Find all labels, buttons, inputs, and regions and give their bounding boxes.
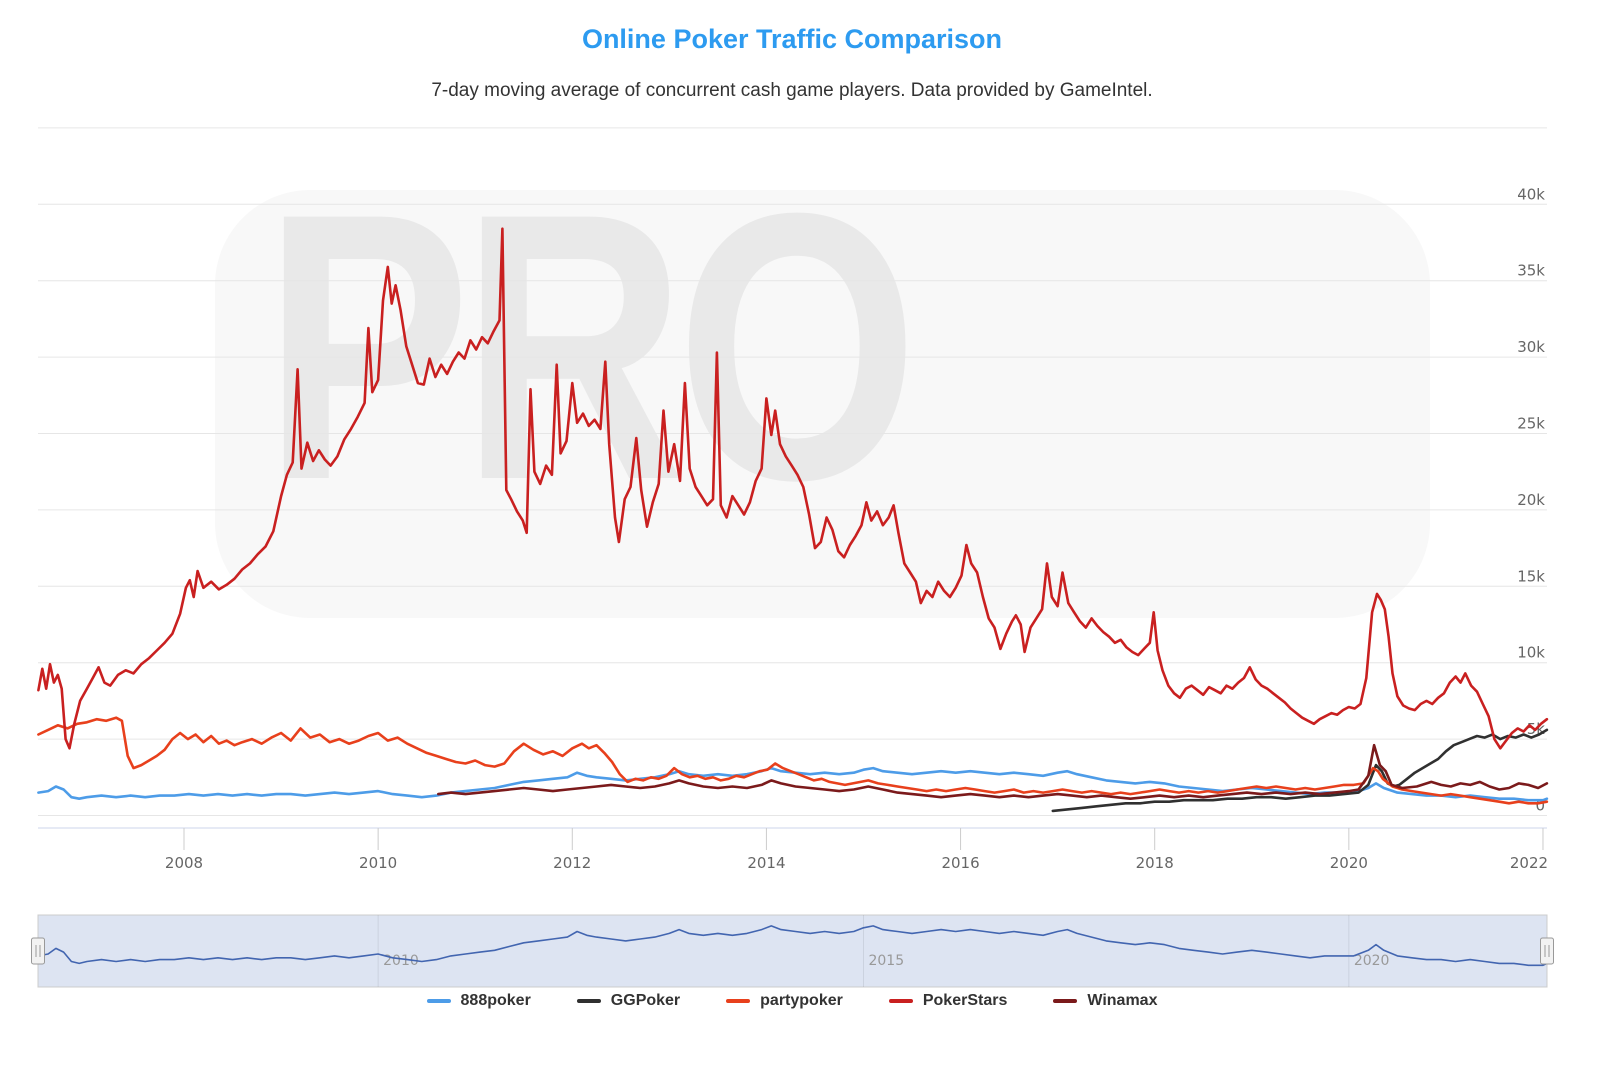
navigator-axis-label: 2015: [868, 953, 904, 969]
legend-line-marker-icon: [1053, 999, 1078, 1003]
x-axis-label: 2012: [553, 854, 591, 872]
legend-label: GGPoker: [610, 992, 681, 1009]
navigator-series-line: [38, 925, 1548, 967]
series-line-partypoker: [37, 716, 1549, 805]
x-axis-label: 2018: [1136, 854, 1174, 872]
y-axis-label: 40k: [1517, 185, 1545, 203]
chart-title: Online Poker Traffic Comparison: [581, 24, 1003, 54]
y-axis-label: 10k: [1517, 644, 1545, 662]
navigator-axis-label: 2020: [1354, 953, 1390, 969]
legend-label: PokerStars: [922, 992, 1008, 1009]
legend-item-ggpoker[interactable]: GGPoker: [576, 992, 681, 1010]
series-line-winamax: [436, 743, 1549, 801]
y-axis-label: 0: [1535, 797, 1545, 815]
legend-item-partypoker[interactable]: partypoker: [726, 992, 843, 1010]
legend-label: Winamax: [1087, 992, 1158, 1009]
chart-subtitle: 7-day moving average of concurrent cash …: [431, 80, 1153, 101]
pro-watermark-text: PRO: [263, 134, 919, 559]
navigator-mask[interactable]: [37, 914, 1548, 988]
legend-label: 888poker: [460, 992, 531, 1009]
legend-item-pokerstars[interactable]: PokerStars: [888, 992, 1008, 1010]
x-axis-label: 2014: [747, 854, 785, 872]
y-axis-label: 30k: [1517, 338, 1545, 356]
y-axis-label: 25k: [1517, 415, 1545, 433]
y-axis-label: 20k: [1517, 491, 1545, 509]
x-axis-label: 2020: [1330, 854, 1368, 872]
x-axis-label: 2022: [1510, 854, 1548, 872]
legend-item-888poker[interactable]: 888poker: [426, 992, 531, 1010]
navigator-handle-right[interactable]: [1540, 937, 1554, 965]
y-axis-label: 35k: [1517, 262, 1545, 280]
legend-line-marker-icon: [576, 999, 601, 1003]
legend-item-winamax[interactable]: Winamax: [1053, 992, 1157, 1010]
legend-line-marker-icon: [726, 999, 751, 1003]
chart-legend: 888poker GGPoker partypoker PokerStars Winam…: [0, 992, 1584, 1010]
pro-watermark: PRO: [215, 134, 1430, 618]
x-axis-label: 2016: [941, 854, 979, 872]
legend-line-marker-icon: [888, 999, 913, 1003]
series-line-ggpoker: [1051, 728, 1549, 813]
x-axis-label: 2008: [165, 854, 203, 872]
legend-label: partypoker: [760, 992, 843, 1009]
x-axis-label: 2010: [359, 854, 397, 872]
series-line-pokerstars: [37, 227, 1549, 750]
y-axis-label: 15k: [1517, 567, 1545, 585]
legend-line-marker-icon: [426, 999, 451, 1003]
navigator-handle-left[interactable]: [31, 937, 45, 965]
